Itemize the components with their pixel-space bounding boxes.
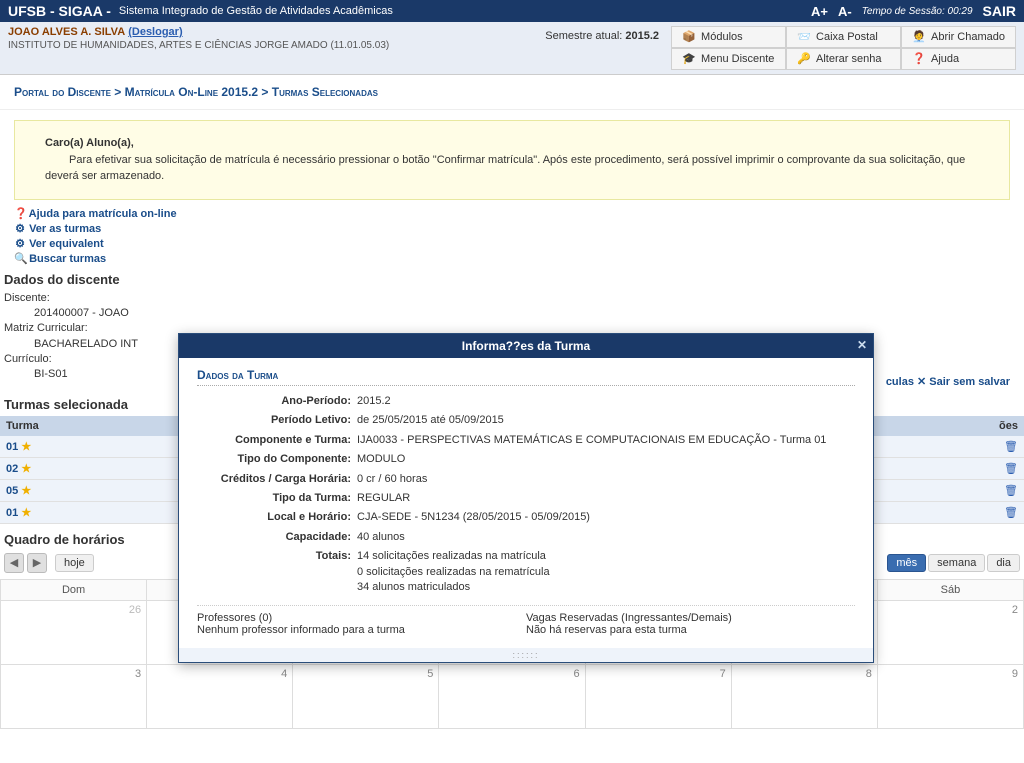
user-name: JOAO ALVES A. SILVA [8,26,125,38]
buscar-turmas-link[interactable]: 🔍 Buscar turmas [14,251,1010,266]
header: JOAO ALVES A. SILVA (Deslogar) INSTITUTO… [0,22,1024,75]
vagas-value: Não há reservas para esta turma [526,624,855,636]
prev-month-button[interactable]: ◀ [4,553,24,573]
calendar-cell[interactable]: 2 [877,600,1023,664]
logout-link[interactable]: (Deslogar) [128,26,182,38]
calendar-cell[interactable]: 5 [293,664,439,728]
view-month-button[interactable]: mês [887,554,926,572]
menu-caixa-postal[interactable]: 📨Caixa Postal [786,26,901,48]
calendar-cell[interactable]: 6 [439,664,585,728]
menu-abrir-chamado[interactable]: 🧑‍💼Abrir Chamado [901,26,1016,48]
col-acoes: ões [974,416,1024,436]
help-icon: ❓ [912,52,926,66]
sair-sem-salvar-link[interactable]: culas ✕ Sair sem salvar [886,375,1010,388]
menu-discente[interactable]: 🎓Menu Discente [671,48,786,70]
key-icon: 🔑 [797,52,811,66]
session-timer: Tempo de Sessão: 00:29 [862,6,973,17]
calendar-cell[interactable]: 8 [731,664,877,728]
top-bar: UFSB - SIGAA - Sistema Integrado de Gest… [0,0,1024,22]
notice-greeting: Caro(a) Aluno(a), [45,135,979,152]
calendar-cell[interactable]: 7 [585,664,731,728]
vagas-label: Vagas Reservadas (Ingressantes/Demais) [526,612,855,624]
support-icon: 🧑‍💼 [912,30,926,44]
discente-title: Dados do discente [4,272,1024,287]
brand: UFSB - SIGAA - [8,3,111,19]
calendar-cell[interactable]: 3 [1,664,147,728]
student-icon: 🎓 [682,52,696,66]
calendar-cell[interactable]: 4 [147,664,293,728]
breadcrumb: Portal do Discente > Matrícula On-Line 2… [0,75,1024,110]
ver-turmas-link[interactable]: ⚙ Ver as turmas [14,221,1010,236]
star-icon: ★ [21,441,31,453]
semester: Semestre atual: 2015.2 [545,30,659,42]
notice-body: Para efetivar sua solicitação de matrícu… [45,152,979,185]
institute: INSTITUTO DE HUMANIDADES, ARTES E CIÊNCI… [8,40,545,51]
modal-section-title: Dados da Turma [197,368,855,386]
system-subtitle: Sistema Integrado de Gestão de Atividade… [119,5,393,17]
help-matricula-link[interactable]: ❓ Ajuda para matrícula on-line [14,206,1010,221]
calendar-cell[interactable]: 9 [877,664,1023,728]
col-turma: Turma [0,416,90,436]
discente-label: Discente: [4,291,1020,306]
delete-icon[interactable]: 🗑 [1004,441,1018,453]
ver-equivalentes-link[interactable]: ⚙ Ver equivalent [14,236,1010,251]
menu-modulos[interactable]: 📦Módulos [671,26,786,48]
professores-label: Professores (0) [197,612,526,624]
notice-box: Caro(a) Aluno(a), Para efetivar sua soli… [14,120,1010,200]
tree-icon: ⚙ [14,222,26,235]
resize-handle-icon[interactable]: :::::: [179,648,873,662]
view-week-button[interactable]: semana [928,554,985,572]
menu-ajuda[interactable]: ❓Ajuda [901,48,1016,70]
star-icon: ★ [21,507,31,519]
today-button[interactable]: hoje [55,554,94,572]
view-day-button[interactable]: dia [987,554,1020,572]
delete-icon[interactable]: 🗑 [1004,463,1018,475]
search-icon: 🔍 [14,252,26,265]
modal-title: Informa??es da Turma [462,339,590,353]
help-links: ❓ Ajuda para matrícula on-line ⚙ Ver as … [14,206,1010,266]
close-icon[interactable]: ✕ [857,338,867,352]
delete-icon[interactable]: 🗑 [1004,485,1018,497]
delete-icon[interactable]: 🗑 [1004,507,1018,519]
calendar-cell[interactable]: 26 [1,600,147,664]
turma-info-modal: Informa??es da Turma ✕ Dados da Turma An… [178,333,874,663]
box-icon: 📦 [682,30,696,44]
professores-value: Nenhum professor informado para a turma [197,624,526,636]
tree-icon: ⚙ [14,237,26,250]
question-icon: ❓ [14,207,26,220]
font-decrease[interactable]: A- [838,4,852,19]
star-icon: ★ [21,485,31,497]
star-icon: ★ [21,463,31,475]
header-menu: 📦Módulos 📨Caixa Postal 🧑‍💼Abrir Chamado … [671,26,1016,70]
menu-alterar-senha[interactable]: 🔑Alterar senha [786,48,901,70]
discente-value: 201400007 - JOAO [4,306,1020,321]
mail-icon: 📨 [797,30,811,44]
next-month-button[interactable]: ▶ [27,553,47,573]
modal-title-bar[interactable]: Informa??es da Turma ✕ [179,334,873,358]
font-increase[interactable]: A+ [811,4,828,19]
logout-top[interactable]: SAIR [983,3,1016,19]
